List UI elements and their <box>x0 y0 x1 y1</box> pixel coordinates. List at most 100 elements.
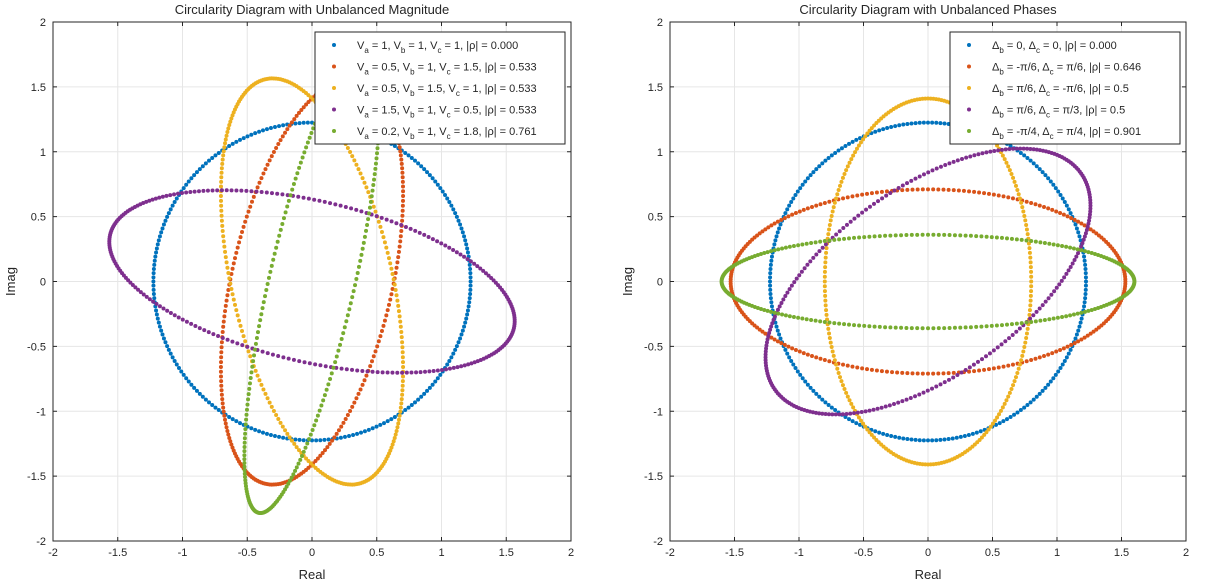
data-point <box>934 384 939 389</box>
data-point <box>443 192 448 197</box>
data-point <box>1089 307 1094 312</box>
data-point <box>468 267 473 272</box>
data-point <box>1034 164 1039 169</box>
data-point <box>219 340 224 345</box>
data-point <box>458 222 463 227</box>
data-point <box>1029 279 1034 284</box>
data-point <box>360 368 365 373</box>
data-point <box>833 408 838 413</box>
data-point <box>151 267 156 272</box>
data-point <box>1062 275 1067 280</box>
data-point <box>400 198 405 203</box>
data-point <box>1054 285 1059 290</box>
data-point <box>814 252 819 257</box>
data-point <box>883 325 888 330</box>
data-point <box>184 376 189 381</box>
y-axis-label: Imag <box>620 267 635 296</box>
data-point <box>468 279 473 284</box>
data-point <box>254 335 259 340</box>
data-point <box>990 421 995 426</box>
data-point <box>327 441 332 446</box>
data-point <box>900 188 905 193</box>
data-point <box>219 184 223 189</box>
data-point <box>795 189 800 194</box>
data-point <box>406 153 411 158</box>
data-point <box>1075 247 1080 252</box>
data-point <box>289 475 294 480</box>
data-point <box>238 323 243 328</box>
data-point <box>839 379 844 384</box>
data-point <box>977 190 982 195</box>
data-point <box>800 376 805 381</box>
data-point <box>399 329 404 334</box>
data-point <box>817 411 822 416</box>
data-point <box>1011 146 1016 151</box>
data-point <box>1029 358 1034 363</box>
data-point <box>909 326 914 331</box>
data-point <box>975 359 980 364</box>
data-point <box>1079 316 1084 321</box>
data-point <box>999 342 1004 347</box>
data-point <box>823 298 828 303</box>
data-point <box>133 285 138 290</box>
data-point <box>200 164 205 169</box>
data-point <box>225 337 230 342</box>
data-point <box>1000 405 1005 410</box>
data-point <box>766 225 771 230</box>
data-point <box>1094 231 1099 236</box>
data-point <box>293 437 298 442</box>
data-point <box>1034 394 1039 399</box>
data-point <box>422 167 427 172</box>
data-point <box>219 383 224 388</box>
data-point <box>1078 320 1083 325</box>
data-point <box>938 164 943 169</box>
data-point <box>1082 304 1087 309</box>
data-point <box>243 481 248 486</box>
data-point <box>396 417 401 422</box>
data-point <box>844 390 849 395</box>
data-point <box>362 180 367 185</box>
data-point <box>323 448 328 453</box>
data-point <box>379 329 384 334</box>
data-point <box>1089 251 1094 256</box>
data-point <box>879 369 884 374</box>
data-point <box>285 193 290 198</box>
data-point <box>393 432 398 437</box>
data-point <box>435 376 440 381</box>
legend-marker <box>332 43 336 47</box>
data-point <box>884 193 889 198</box>
data-point <box>863 409 868 414</box>
data-point <box>857 422 862 427</box>
data-point <box>768 296 773 301</box>
data-point <box>343 417 348 421</box>
data-point <box>285 127 290 132</box>
data-point <box>785 351 790 356</box>
data-point <box>373 349 378 354</box>
data-point <box>1003 339 1008 344</box>
data-point <box>464 242 469 247</box>
data-point <box>863 134 868 139</box>
data-point <box>814 167 819 172</box>
data-point <box>1009 171 1014 176</box>
data-point <box>342 434 347 439</box>
data-point <box>1074 254 1079 259</box>
data-point <box>388 448 393 453</box>
data-point <box>1025 232 1030 237</box>
data-point <box>390 272 395 277</box>
data-point <box>445 196 450 201</box>
data-point <box>219 166 224 171</box>
data-point <box>810 410 815 415</box>
data-point <box>1076 230 1081 235</box>
data-point <box>847 322 852 327</box>
data-point <box>947 233 952 238</box>
data-point <box>1019 321 1024 326</box>
data-point <box>1028 265 1033 270</box>
data-point <box>760 329 765 334</box>
data-point <box>988 424 993 429</box>
data-point <box>264 127 269 132</box>
data-point <box>194 170 199 175</box>
data-point <box>835 366 840 371</box>
data-point <box>451 247 456 252</box>
data-point <box>1042 241 1047 246</box>
data-point <box>904 325 909 330</box>
